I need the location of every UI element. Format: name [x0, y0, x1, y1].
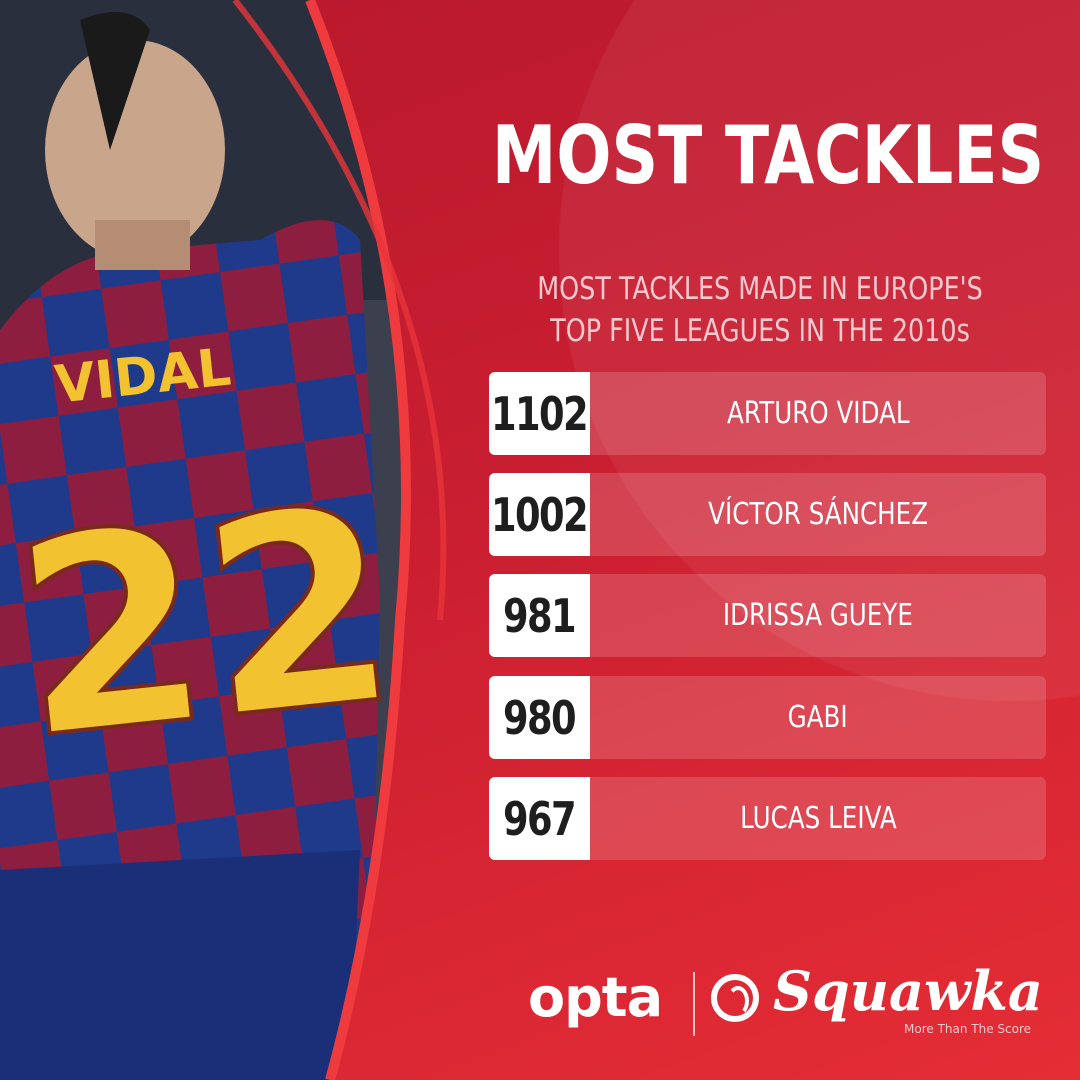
ranking-row: 981 IDRISSA GUEYE: [489, 574, 1046, 657]
player-name-text: LUCAS LEIVA: [739, 801, 897, 836]
player-name: IDRISSA GUEYE: [590, 574, 1046, 657]
player-name: LUCAS LEIVA: [590, 777, 1046, 860]
player-name-text: IDRISSA GUEYE: [722, 598, 914, 633]
squawka-logo: Squawka: [773, 959, 1043, 1023]
tackle-count: 981: [489, 574, 590, 657]
ranking-row: 1102 ARTURO VIDAL: [489, 372, 1046, 455]
tackle-count: 967: [489, 777, 590, 860]
subtitle-line-2: TOP FIVE LEAGUES IN THE 2010s: [550, 313, 970, 349]
player-name: GABI: [590, 676, 1046, 759]
ranking-row: 980 GABI: [489, 676, 1046, 759]
tackle-count-value: 1102: [491, 386, 589, 441]
tackle-count-value: 1002: [491, 487, 589, 542]
player-name: VÍCTOR SÁNCHEZ: [590, 473, 1046, 556]
squawka-tagline: More Than The Score: [904, 1022, 1032, 1036]
tackle-count-value: 981: [503, 588, 577, 643]
opta-logo: opta: [528, 966, 663, 1029]
subtitle: MOST TACKLES MADE IN EUROPE'S TOP FIVE L…: [498, 268, 1023, 352]
logo-divider: [693, 972, 695, 1036]
subtitle-line-1: MOST TACKLES MADE IN EUROPE'S: [537, 271, 983, 307]
tackle-count: 1002: [489, 473, 590, 556]
ranking-row: 1002 VÍCTOR SÁNCHEZ: [489, 473, 1046, 556]
squawka-icon: [711, 974, 759, 1022]
tackle-count-value: 967: [503, 791, 577, 846]
page-title: MOST TACKLES: [491, 109, 1045, 202]
tackle-count: 980: [489, 676, 590, 759]
player-name: ARTURO VIDAL: [590, 372, 1046, 455]
player-name-text: GABI: [787, 700, 849, 735]
player-name-text: VÍCTOR SÁNCHEZ: [708, 497, 928, 532]
ranking-row: 967 LUCAS LEIVA: [489, 777, 1046, 860]
tackle-count: 1102: [489, 372, 590, 455]
tackle-count-value: 980: [503, 690, 577, 745]
footer-logos: opta Squawka More Than The Score: [528, 962, 1048, 1042]
jersey-number: 22: [2, 447, 409, 800]
player-name-text: ARTURO VIDAL: [726, 396, 910, 431]
